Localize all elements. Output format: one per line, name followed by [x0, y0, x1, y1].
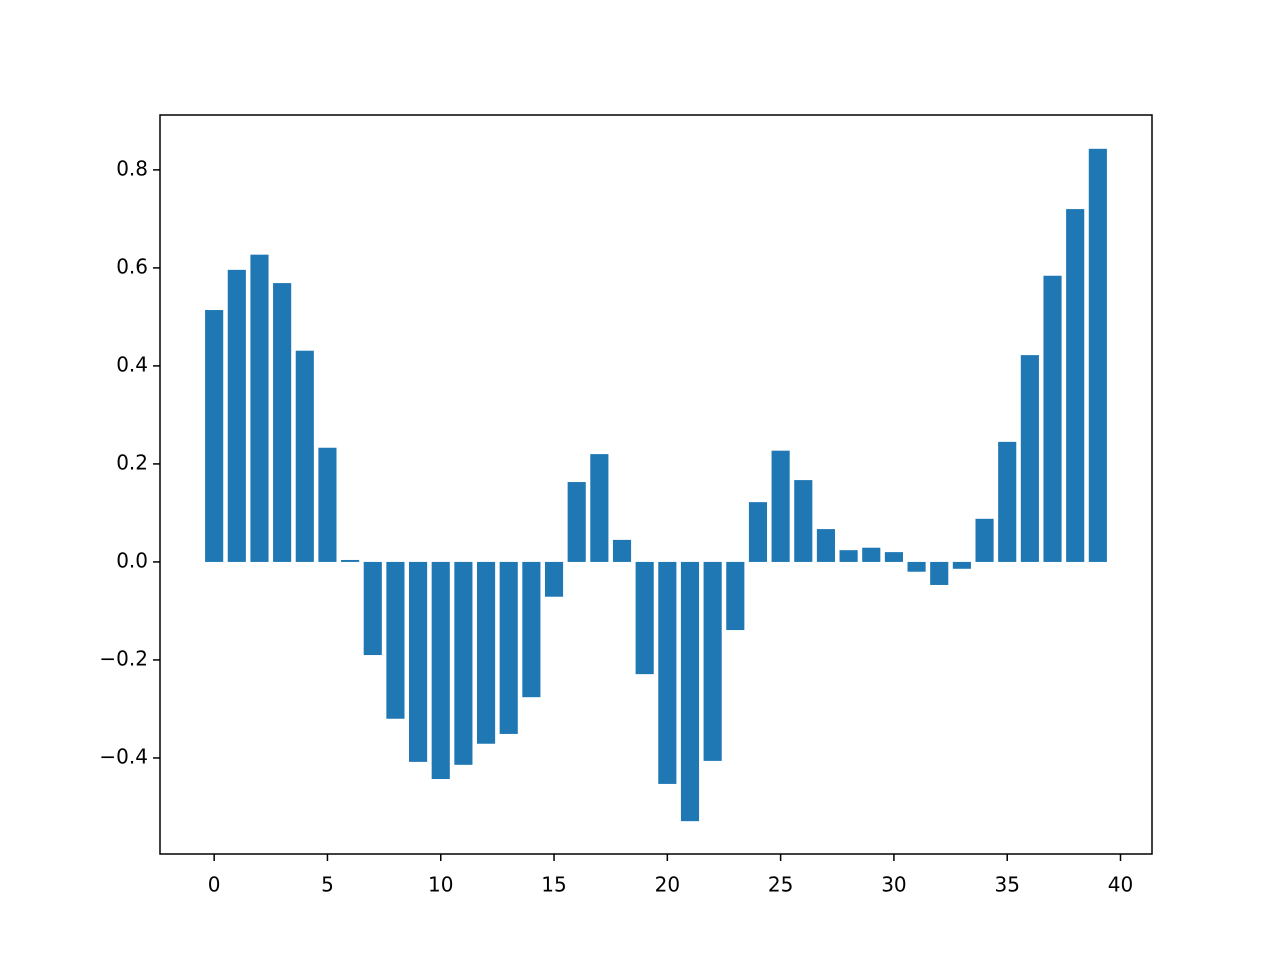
bar: [1088, 148, 1107, 562]
bar: [726, 561, 745, 631]
bar: [703, 561, 722, 761]
y-tick-label: 0.2: [116, 450, 148, 474]
bar: [590, 454, 609, 562]
y-tick-label: 0.6: [116, 254, 148, 278]
bar: [499, 561, 518, 734]
x-tick-label: 35: [994, 873, 1019, 897]
bar: [250, 254, 269, 562]
bar: [612, 539, 632, 562]
bar: [454, 561, 473, 765]
x-tick-label: 10: [428, 873, 453, 897]
bar: [748, 502, 768, 562]
bar: [816, 529, 836, 562]
x-tick-label: 0: [208, 873, 221, 897]
bar: [341, 559, 360, 562]
x-tick-label: 25: [768, 873, 793, 897]
y-tick-label: 0.8: [116, 156, 148, 180]
bar: [522, 561, 541, 698]
y-tick-label: −0.2: [99, 646, 148, 670]
x-tick-label: 15: [541, 873, 566, 897]
bar: [998, 441, 1017, 562]
y-tick-label: 0.0: [116, 548, 148, 572]
bar: [680, 561, 700, 822]
bar: [862, 547, 881, 562]
bar: [884, 552, 903, 562]
bar: [907, 561, 926, 572]
x-tick-label: 20: [655, 873, 680, 897]
bar: [952, 561, 971, 569]
bar: [295, 350, 314, 562]
bar: [273, 283, 292, 562]
bar: [544, 561, 564, 597]
x-tick-label: 30: [881, 873, 906, 897]
x-tick-label: 40: [1108, 873, 1133, 897]
bar: [476, 561, 496, 744]
y-tick-label: −0.4: [99, 744, 148, 768]
bar: [1043, 275, 1062, 562]
bar: [930, 561, 949, 585]
bar: [431, 561, 450, 780]
bar: [409, 561, 428, 762]
bar: [1066, 209, 1085, 562]
plot-frame: [159, 114, 1153, 855]
bar: [635, 561, 654, 675]
bar: [658, 561, 677, 784]
bar: [205, 310, 224, 562]
bar: [794, 480, 813, 562]
bar: [363, 561, 382, 656]
bar: [227, 269, 246, 562]
bar: [1020, 355, 1039, 562]
bar: [771, 450, 790, 562]
bar: [318, 447, 337, 562]
bar: [975, 518, 994, 562]
bar: [839, 550, 858, 562]
y-tick-label: 0.4: [116, 352, 148, 376]
bar: [386, 561, 405, 719]
bar: [567, 482, 586, 562]
x-tick-label: 5: [321, 873, 334, 897]
